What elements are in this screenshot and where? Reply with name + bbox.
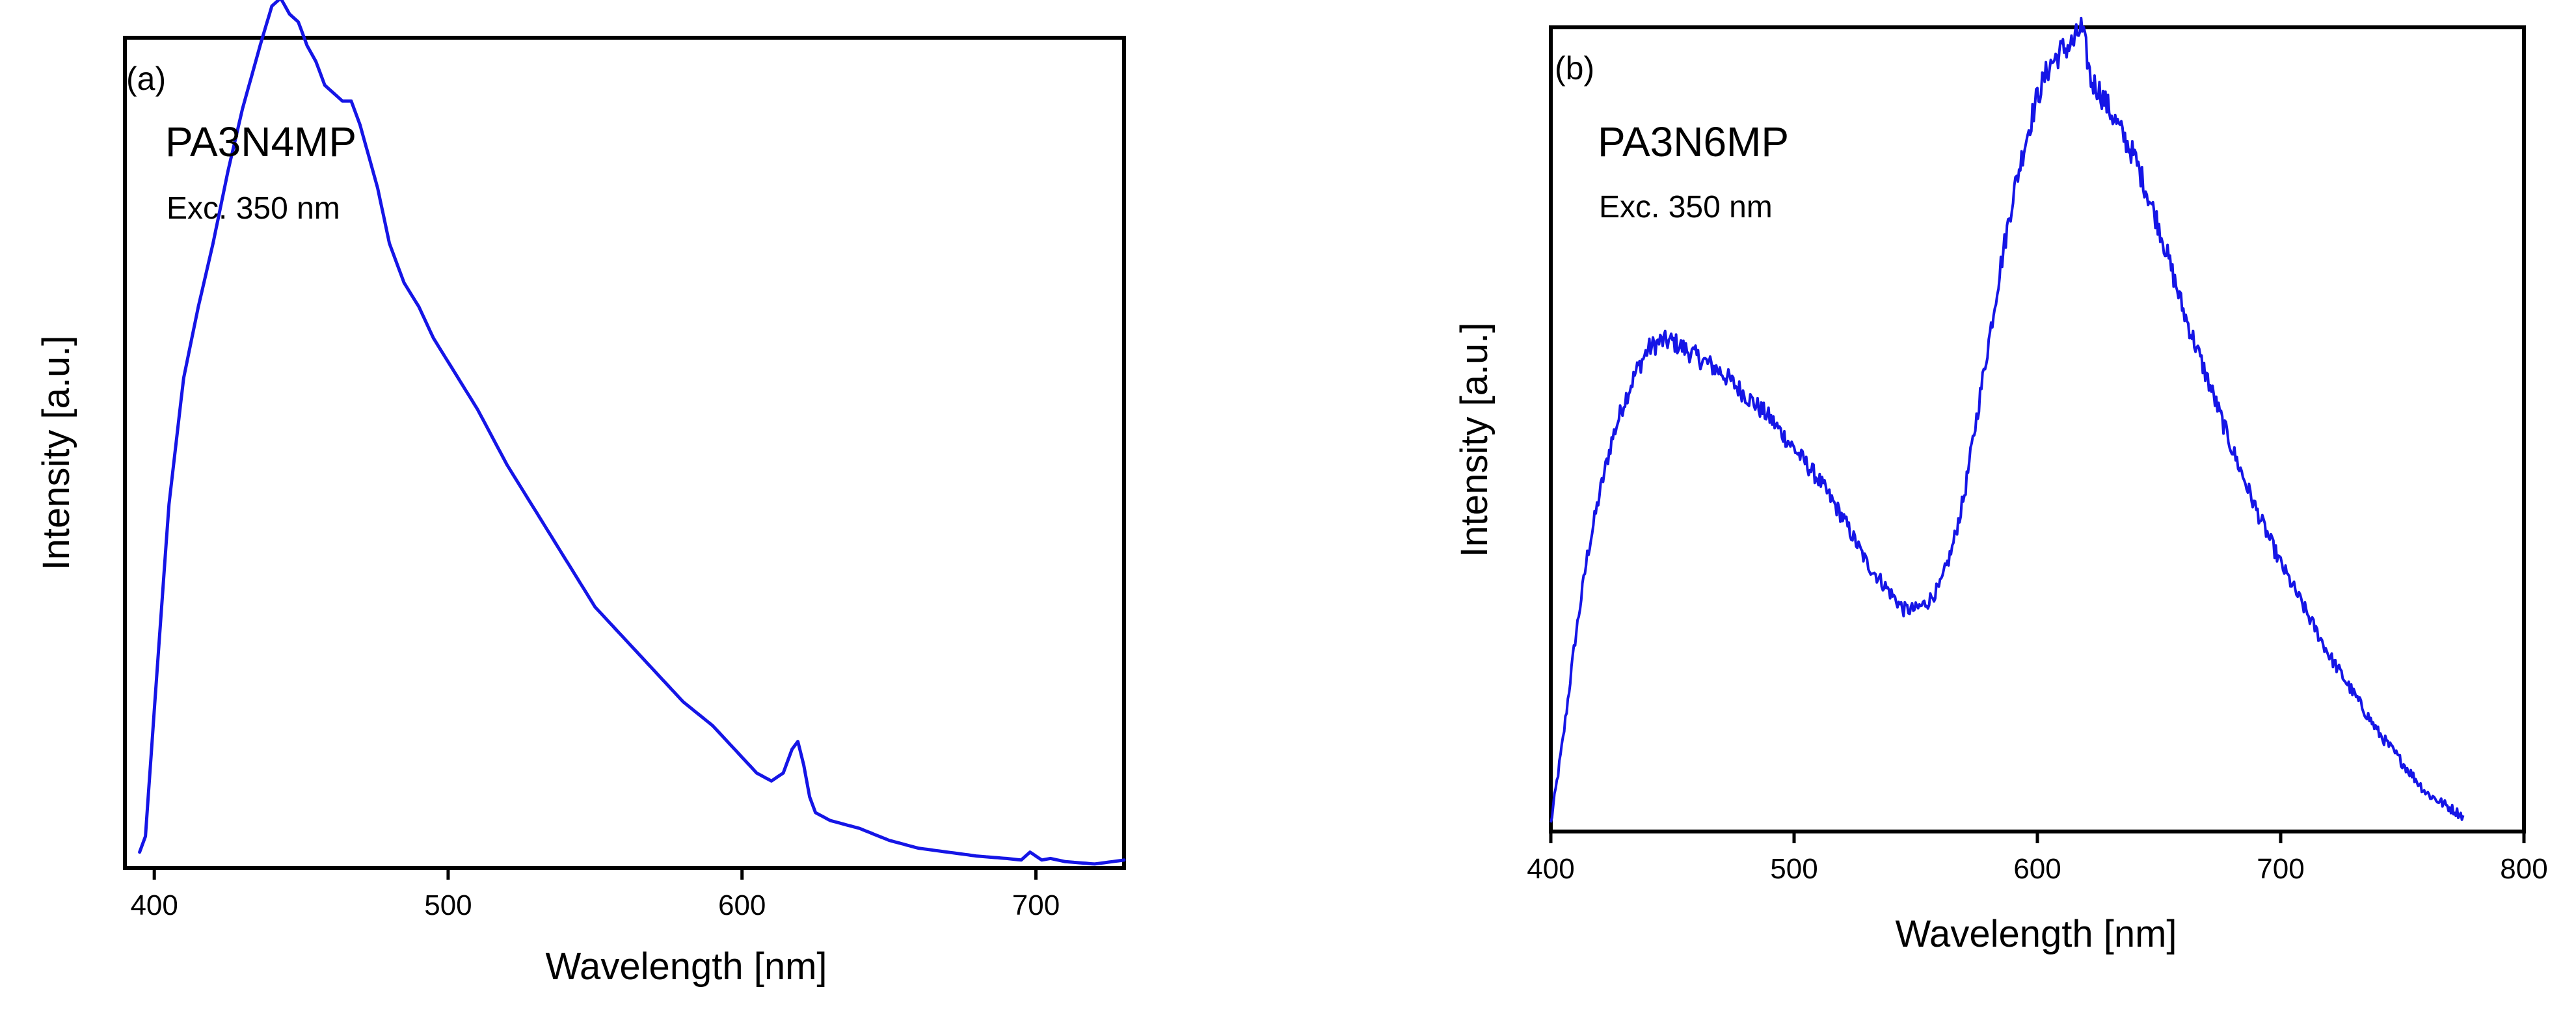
panel-b-label: (b) [1555, 50, 1594, 87]
panel-a-emission-line [138, 0, 1126, 866]
panel-b-x-tick-label: 400 [1527, 853, 1574, 885]
panel-b-x-axis-title: Wavelength [nm] [1895, 913, 2177, 955]
panel-a-sample-title: PA3N4MP [165, 118, 356, 165]
panel-b-y-axis-title: Intensity [a.u.] [1453, 322, 1496, 557]
panel-a-x-tick-label: 700 [1012, 889, 1060, 921]
panel-a-y-axis-title: Intensity [a.u.] [35, 335, 77, 570]
panel-b-x-tick-labels: 400 500 600 700 800 [1527, 853, 2547, 885]
panel-b-emission-line [1550, 16, 2465, 823]
panel-a-x-tick-label: 500 [424, 889, 472, 921]
panel-b-x-tick-label: 500 [1770, 853, 1818, 885]
panel-a-label: (a) [126, 61, 166, 97]
panel-a-x-ticks [152, 868, 1038, 880]
panel-b-x-tick-label: 600 [2013, 853, 2061, 885]
panel-a-x-tick-labels: 400 500 600 700 [130, 889, 1060, 921]
panel-a: 400 500 600 700 (a) PA3N4MP Exc. 350 nm Wav… [35, 0, 1126, 988]
panel-a-frame [123, 36, 1126, 870]
panel-b-x-ticks [1549, 832, 2526, 843]
panel-a-excitation-annotation: Exc. 350 nm [167, 191, 340, 226]
panel-a-x-axis-title: Wavelength [nm] [545, 945, 827, 988]
panel-b-excitation-annotation: Exc. 350 nm [1599, 190, 1773, 224]
panel-b: 400 500 600 700 800 (b) PA3N6MP Exc. 350 nm … [1453, 16, 2548, 955]
panel-b-x-tick-label: 700 [2257, 853, 2304, 885]
panel-a-x-tick-label: 600 [718, 889, 766, 921]
panel-b-sample-title: PA3N6MP [1598, 118, 1789, 165]
panel-b-x-tick-label: 800 [2500, 853, 2547, 885]
panel-a-x-tick-label: 400 [130, 889, 178, 921]
